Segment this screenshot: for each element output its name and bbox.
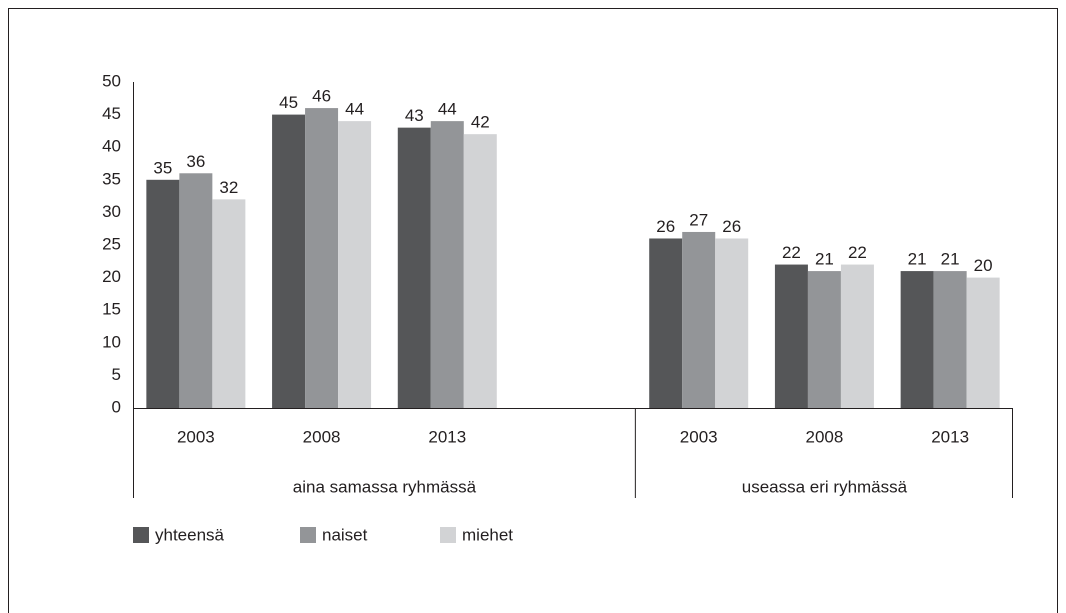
- value-label: 42: [471, 113, 490, 132]
- bar: [649, 238, 683, 408]
- value-label: 21: [815, 250, 834, 269]
- bar: [212, 199, 246, 408]
- x-tick-label: 2008: [303, 427, 341, 446]
- y-tick-label: 25: [102, 234, 121, 253]
- value-label: 46: [312, 87, 331, 106]
- bar: [715, 238, 749, 408]
- value-label: 22: [848, 243, 867, 262]
- x-tick-label: 2003: [680, 427, 718, 446]
- bar: [682, 231, 716, 408]
- bar: [305, 108, 339, 408]
- value-label: 43: [405, 106, 424, 125]
- y-tick-label: 30: [102, 202, 121, 221]
- value-label: 20: [974, 256, 993, 275]
- frame: [8, 8, 1058, 613]
- value-label: 35: [153, 158, 172, 177]
- value-label: 26: [722, 217, 741, 236]
- bar: [397, 127, 431, 408]
- y-tick-label: 10: [102, 332, 121, 351]
- x-tick-label: 2013: [428, 427, 466, 446]
- value-label: 44: [345, 100, 364, 119]
- bar: [146, 179, 180, 408]
- y-tick-label: 45: [102, 104, 121, 123]
- bar: [338, 121, 372, 409]
- bar: [966, 277, 1000, 408]
- y-tick-label: 0: [112, 397, 121, 416]
- legend-label: yhteensä: [155, 525, 225, 544]
- y-tick-label: 20: [102, 267, 121, 286]
- legend-swatch: [300, 527, 316, 543]
- bar: [933, 271, 967, 408]
- bar: [430, 121, 464, 409]
- legend-swatch: [133, 527, 149, 543]
- group-label: aina samassa ryhmässä: [293, 477, 477, 496]
- value-label: 36: [186, 152, 205, 171]
- bar: [840, 264, 874, 408]
- x-tick-label: 2003: [177, 427, 215, 446]
- value-label: 26: [656, 217, 675, 236]
- value-label: 44: [438, 100, 457, 119]
- legend-label: miehet: [462, 525, 513, 544]
- value-label: 27: [689, 210, 708, 229]
- x-tick-label: 2013: [931, 427, 969, 446]
- bar: [179, 173, 213, 408]
- bar: [463, 134, 497, 408]
- bar: [774, 264, 808, 408]
- legend-swatch: [440, 527, 456, 543]
- group-label: useassa eri ryhmässä: [742, 477, 908, 496]
- y-tick-label: 15: [102, 300, 121, 319]
- bar: [807, 271, 841, 408]
- value-label: 45: [279, 93, 298, 112]
- y-tick-label: 35: [102, 169, 121, 188]
- y-tick-label: 40: [102, 137, 121, 156]
- y-tick-label: 50: [102, 71, 121, 90]
- bar: [272, 114, 306, 408]
- value-label: 22: [782, 243, 801, 262]
- legend-label: naiset: [322, 525, 368, 544]
- bar: [900, 271, 934, 408]
- value-label: 21: [941, 250, 960, 269]
- value-label: 21: [908, 250, 927, 269]
- y-tick-label: 5: [112, 365, 121, 384]
- x-tick-label: 2008: [806, 427, 844, 446]
- value-label: 32: [219, 178, 238, 197]
